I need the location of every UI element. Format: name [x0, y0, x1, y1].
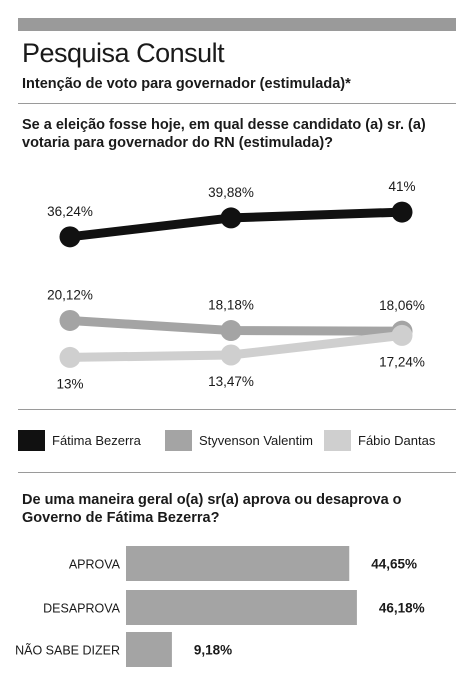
- category-label: APROVA: [69, 558, 121, 572]
- header-bar: [18, 18, 456, 31]
- category-label: DESAPROVA: [43, 602, 121, 616]
- bar-value-label: 9,18%: [194, 643, 232, 658]
- data-label: 17,24%: [379, 354, 425, 369]
- question-1-line-1: Se a eleição fosse hoje, em qual desse c…: [22, 117, 426, 133]
- legend-label: Styvenson Valentim: [199, 433, 313, 448]
- data-label: 13,47%: [208, 374, 254, 389]
- data-label: 41%: [388, 179, 415, 194]
- divider: [18, 409, 456, 410]
- divider: [18, 103, 456, 104]
- bar-value-label: 46,18%: [379, 601, 425, 616]
- legend-swatch: [165, 430, 192, 451]
- data-point: [59, 309, 81, 331]
- legend: Fátima Bezerra Styvenson Valentim Fábio …: [18, 430, 458, 452]
- data-label: 18,18%: [208, 298, 254, 313]
- question-1: Se a eleição fosse hoje, em qual desse c…: [22, 116, 452, 152]
- data-point: [220, 344, 242, 366]
- data-label: 36,24%: [47, 204, 93, 219]
- data-point: [391, 201, 413, 223]
- bar: [126, 590, 357, 625]
- data-point: [220, 320, 242, 342]
- data-point: [391, 324, 413, 346]
- question-2-line-2: Governo de Fátima Bezerra?: [22, 510, 220, 526]
- data-label: 39,88%: [208, 185, 254, 200]
- data-label: 20,12%: [47, 287, 93, 302]
- legend-swatch: [18, 430, 45, 451]
- data-point: [59, 346, 81, 368]
- legend-swatch: [324, 430, 351, 451]
- bar: [126, 632, 172, 667]
- bar-value-label: 44,65%: [371, 557, 417, 572]
- question-2: De uma maneira geral o(a) sr(a) aprova o…: [22, 491, 452, 527]
- data-label: 13%: [56, 376, 83, 391]
- category-label: NÃO SABE DIZER: [15, 644, 120, 658]
- question-1-line-2: votaria para governador do RN (estimulad…: [22, 135, 334, 151]
- question-2-line-1: De uma maneira geral o(a) sr(a) aprova o…: [22, 492, 402, 508]
- page-title: Pesquisa Consult: [22, 38, 225, 68]
- data-label: 18,06%: [379, 298, 425, 313]
- bar: [126, 546, 350, 581]
- legend-label: Fábio Dantas: [358, 433, 436, 448]
- data-point: [59, 226, 81, 248]
- divider: [18, 472, 456, 473]
- data-point: [220, 207, 242, 229]
- legend-label: Fátima Bezerra: [52, 433, 141, 448]
- page-subtitle: Intenção de voto para governador (estimu…: [22, 76, 351, 92]
